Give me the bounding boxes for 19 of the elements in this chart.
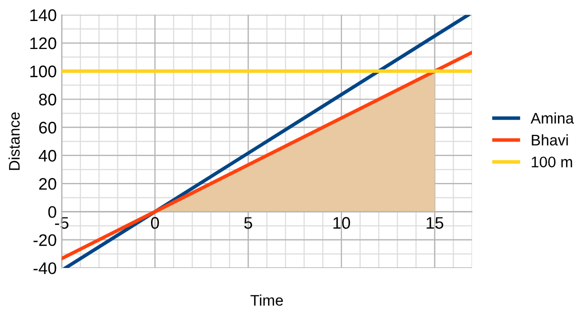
y-tick-label: 0 [48,206,56,218]
y-tick-label: 140 [30,9,56,22]
legend-label: 100 m [532,156,572,168]
y-tick-label: -40 [34,262,56,274]
y-tick-label: 100 [30,66,56,78]
x-tick-label: 15 [426,217,444,229]
y-tick-label: 40 [38,150,56,162]
x-tick-label: 5 [244,217,252,229]
legend-label: Amina [530,112,574,124]
y-tick-label: 20 [39,178,56,190]
y-axis-title: Distance [8,112,20,170]
legend-label: Bhavi [532,134,568,146]
y-tick-label: -20 [34,234,56,246]
x-tick-label: 10 [333,217,350,229]
y-tick-label: 120 [30,37,56,50]
x-tick-label: 0 [150,217,159,229]
x-axis-title: Time [250,294,283,306]
y-tick-label: 80 [39,94,56,106]
y-tick-label: 60 [39,122,56,134]
